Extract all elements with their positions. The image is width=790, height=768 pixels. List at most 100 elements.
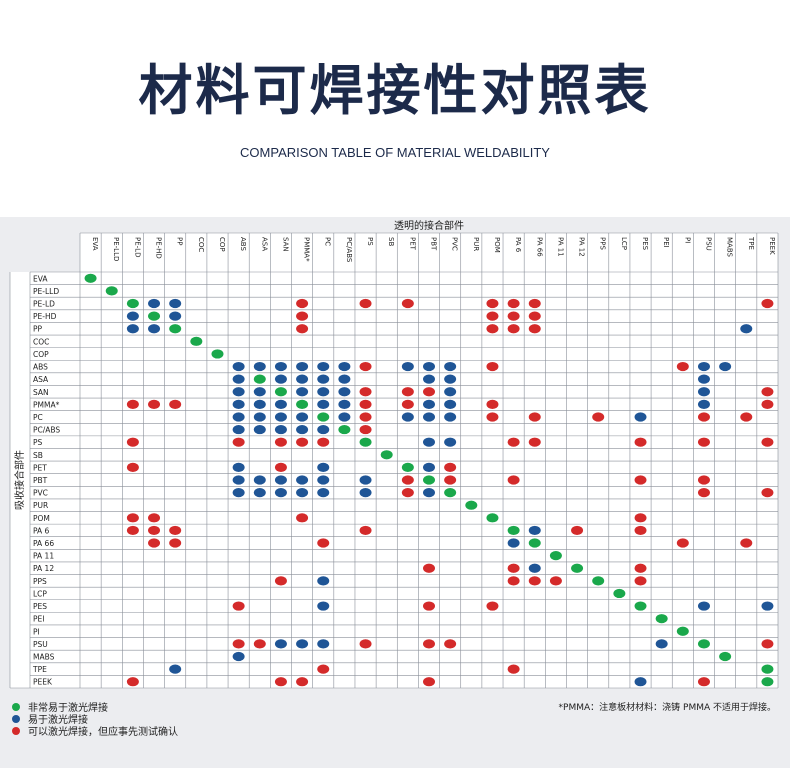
column-label: PA 12: [578, 237, 586, 257]
weldability-dot: [148, 324, 161, 334]
weldability-dot: [676, 626, 689, 636]
weldability-dot: [740, 412, 753, 422]
weldability-dot: [444, 361, 457, 372]
column-label: PBT: [430, 237, 438, 251]
row-label: PVC: [33, 489, 48, 498]
weldability-dot: [190, 336, 203, 346]
row-label: COP: [33, 350, 49, 359]
weldability-dot: [528, 538, 541, 548]
weldability-dot: [761, 639, 774, 649]
weldability-dot: [253, 399, 266, 409]
weldability-dot: [296, 677, 309, 687]
weldability-dot: [444, 437, 457, 447]
blue-dot-icon: [12, 714, 20, 723]
column-label: LCP: [620, 237, 628, 250]
weldability-dot: [528, 525, 541, 536]
row-label: PA 11: [33, 552, 54, 561]
row-label: PET: [33, 463, 47, 472]
weldability-dot: [507, 437, 520, 447]
weldability-dot: [486, 311, 499, 321]
weldability-dot: [507, 563, 520, 573]
weldability-dot: [317, 399, 330, 409]
weldability-dot: [697, 412, 710, 422]
weldability-dot: [169, 311, 182, 321]
row-label: SAN: [33, 388, 49, 397]
weldability-dot: [761, 437, 774, 447]
weldability-dot: [253, 361, 266, 372]
weldability-dot: [423, 399, 435, 409]
weldability-dot: [274, 576, 287, 586]
weldability-dot: [232, 412, 245, 422]
weldability-dot: [697, 639, 710, 649]
weldability-dot: [634, 601, 647, 611]
weldability-dot: [253, 387, 266, 397]
weldability-dot: [634, 525, 647, 536]
weldability-dot: [253, 475, 266, 485]
weldability-dot: [126, 399, 139, 409]
weldability-dot: [761, 601, 774, 611]
weldability-dot: [655, 639, 668, 649]
weldability-dot: [296, 361, 309, 372]
weldability-dot: [296, 475, 309, 485]
side-header: 吸收接合部件: [13, 450, 26, 510]
weldability-dot: [126, 324, 139, 334]
column-label: PP: [176, 237, 184, 245]
column-label: PC/ABS: [345, 237, 353, 263]
weldability-dot: [507, 538, 520, 548]
weldability-dot: [528, 437, 541, 447]
weldability-dot: [253, 412, 266, 422]
weldability-dot: [274, 462, 287, 472]
weldability-dot: [423, 601, 435, 611]
weldability-dot: [126, 513, 139, 523]
weldability-dot: [296, 513, 309, 523]
weldability-dot: [761, 399, 774, 409]
weldability-dot: [317, 387, 330, 397]
weldability-dot: [148, 399, 161, 409]
row-label: PMMA*: [33, 400, 60, 409]
column-label: COP: [218, 237, 226, 252]
weldability-dot: [359, 525, 372, 536]
weldability-dot: [613, 588, 626, 599]
weldability-dot: [761, 298, 774, 309]
column-label: PA 11: [556, 237, 564, 257]
weldability-dot: [401, 412, 414, 422]
weldability-dot: [338, 361, 351, 372]
weldability-dot: [486, 601, 499, 611]
weldability-dot: [274, 488, 287, 498]
row-label: COC: [33, 337, 49, 346]
weldability-dot: [528, 576, 541, 586]
weldability-dot: [317, 475, 330, 485]
weldability-dot: [697, 677, 710, 687]
column-label: POM: [493, 237, 501, 253]
weldability-dot: [528, 311, 541, 321]
weldability-dot: [169, 525, 182, 536]
pmma-note: *PMMA：注意板材材料：浇铸 PMMA 不适用于焊接。: [558, 703, 776, 713]
weldability-dot: [169, 298, 182, 309]
row-label: ASA: [33, 375, 49, 384]
weldability-dot: [296, 488, 309, 498]
weldability-dot: [317, 424, 330, 435]
weldability-dot: [359, 412, 372, 422]
row-label: MABS: [33, 652, 55, 661]
weldability-dot: [507, 525, 520, 536]
weldability-dot: [274, 412, 287, 422]
column-label: MABS: [726, 237, 734, 258]
weldability-dot: [549, 551, 562, 561]
row-label: PE-HD: [33, 312, 57, 321]
weldability-dot: [697, 361, 710, 372]
column-label: PA 66: [535, 237, 543, 257]
weldability-dot: [232, 475, 245, 485]
weldability-dot: [423, 639, 435, 649]
weldability-dot: [232, 488, 245, 498]
weldability-dot: [317, 538, 330, 548]
weldability-dot: [761, 677, 774, 687]
weldability-dot: [634, 475, 647, 485]
weldability-dot: [296, 639, 309, 649]
weldability-dot: [253, 374, 266, 384]
weldability-dot: [359, 399, 372, 409]
weldability-dot: [126, 677, 139, 687]
weldability-dot: [359, 437, 372, 447]
weldability-dot: [274, 374, 287, 384]
weldability-dot: [317, 664, 330, 674]
legend-label: 可以激光焊接，但应事先测试确认: [28, 727, 178, 738]
